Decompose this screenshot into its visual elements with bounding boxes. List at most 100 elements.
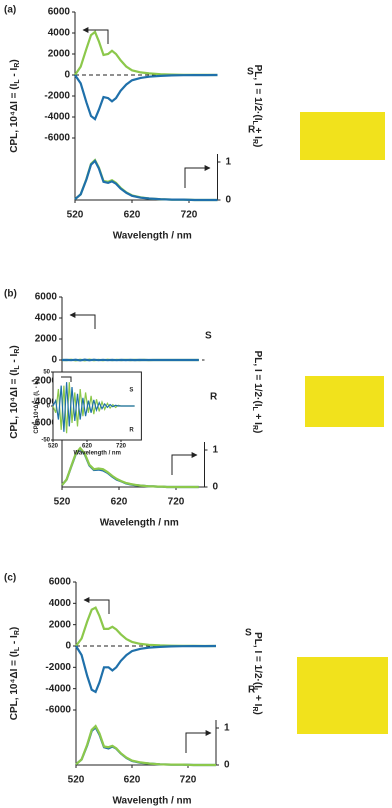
y-tick-label: -6000 bbox=[45, 705, 71, 716]
y-tick-label: 0 bbox=[64, 70, 70, 81]
label-part: R bbox=[14, 630, 21, 635]
panel-label: (b) bbox=[4, 289, 17, 300]
label-part: L bbox=[14, 646, 21, 651]
sample-swatch bbox=[297, 657, 388, 734]
cpl-line bbox=[61, 358, 199, 362]
y-tick-label: 2000 bbox=[48, 49, 71, 60]
cpl-line bbox=[74, 30, 218, 77]
x-tick-label: 620 bbox=[111, 497, 128, 508]
x-tick-label: 520 bbox=[68, 775, 85, 786]
label-part: L bbox=[251, 120, 258, 125]
y-axis-label: CPL, 10⁴ΔI = (IL - IR) bbox=[9, 627, 22, 720]
sample-swatch bbox=[305, 376, 384, 427]
y-tick-label: -4000 bbox=[31, 397, 57, 408]
inset-x-tick-label: 720 bbox=[116, 444, 127, 450]
y-tick-label: -4000 bbox=[44, 112, 70, 123]
arrow bbox=[82, 27, 109, 44]
label-part: + I bbox=[252, 692, 263, 706]
label-part: L bbox=[36, 389, 40, 392]
y-tick-label: -4000 bbox=[45, 683, 71, 694]
x-axis-label: Wavelength / nm bbox=[113, 231, 192, 242]
label-part: CPL, 10⁴ΔI = (I bbox=[9, 369, 20, 438]
label-part: L bbox=[14, 79, 21, 84]
label-part: ) bbox=[34, 378, 40, 380]
label-part: ) bbox=[9, 627, 20, 630]
inset-y-tick-label: 0 bbox=[47, 404, 51, 410]
cpl-line bbox=[75, 644, 217, 694]
arrow bbox=[69, 312, 96, 329]
y-tick-label: 6000 bbox=[48, 7, 71, 18]
series-label: S bbox=[247, 67, 254, 78]
inset-x-tick-label: 620 bbox=[82, 444, 93, 450]
inset-y-tick-label: -50 bbox=[41, 438, 50, 444]
x-tick-label: 720 bbox=[168, 497, 185, 508]
y-tick-label: 4000 bbox=[35, 313, 58, 324]
series-label: R bbox=[248, 685, 256, 696]
x-axis-label: Wavelength / nm bbox=[112, 796, 191, 807]
x-tick-label: 520 bbox=[54, 497, 71, 508]
inset-x-tick-label: 520 bbox=[48, 444, 59, 450]
y2-axis-label: PL, I = 1/2·(IL + IR) bbox=[251, 351, 264, 434]
y-tick-label: -2000 bbox=[44, 91, 70, 102]
y2-tick-label: 0 bbox=[224, 760, 230, 771]
label-part: + I bbox=[252, 125, 263, 139]
label-part: L bbox=[14, 365, 21, 370]
label-part: L bbox=[251, 688, 258, 693]
y-tick-label: 6000 bbox=[35, 292, 58, 303]
label-part: CPL, 10⁴ΔI = (I bbox=[9, 651, 20, 720]
inset-y-tick-label: 50 bbox=[43, 370, 50, 376]
series-label: R bbox=[248, 125, 256, 136]
label-part: R bbox=[251, 425, 258, 430]
x-tick-label: 620 bbox=[124, 210, 141, 221]
y-tick-label: 4000 bbox=[49, 598, 72, 609]
pl-line bbox=[74, 159, 218, 202]
y2-tick-label: 1 bbox=[213, 445, 219, 456]
panel-label: (a) bbox=[4, 5, 16, 16]
label-part: - I bbox=[34, 383, 40, 390]
label-part: - I bbox=[9, 67, 20, 79]
y2-tick-label: 1 bbox=[224, 723, 230, 734]
y2-tick-label: 1 bbox=[226, 157, 232, 168]
label-part: ) bbox=[9, 59, 20, 62]
inset-x-label: Wavelength / nm bbox=[73, 451, 120, 457]
inset-line bbox=[52, 382, 135, 432]
y-tick-label: 0 bbox=[51, 355, 57, 366]
y-tick-label: -6000 bbox=[44, 133, 70, 144]
label-part: R bbox=[14, 63, 21, 68]
x-axis-label: Wavelength / nm bbox=[100, 518, 179, 529]
y-tick-label: -2000 bbox=[31, 376, 57, 387]
label-part: PL, I = 1/2·(I bbox=[252, 65, 263, 121]
y-tick-label: 6000 bbox=[49, 577, 72, 588]
y2-tick-label: 0 bbox=[226, 195, 232, 206]
pl-line bbox=[61, 446, 199, 489]
arrow bbox=[171, 452, 198, 475]
inset-y-label: CPL, 10⁴ΔI = (IL - IR) bbox=[34, 378, 40, 433]
label-part: R bbox=[251, 706, 258, 711]
label-part: R bbox=[251, 139, 258, 144]
label-part: ) bbox=[252, 144, 263, 147]
label-part: CPL, 10⁴ΔI = (I bbox=[9, 83, 20, 152]
cpl-line bbox=[74, 73, 218, 121]
series-label: R bbox=[210, 392, 218, 403]
label-part: R bbox=[36, 380, 40, 383]
label-part: CPL, 10⁴ΔI = (I bbox=[34, 392, 40, 434]
y2-axis-label: PL, I = 1/2·(IL + IR) bbox=[251, 65, 264, 148]
inset-arrow bbox=[61, 376, 72, 382]
label-part: L bbox=[251, 406, 258, 411]
x-tick-label: 720 bbox=[180, 775, 197, 786]
y-tick-label: 4000 bbox=[48, 28, 71, 39]
series-label: S bbox=[205, 331, 212, 342]
y-axis-label: CPL, 10⁴ΔI = (IL - IR) bbox=[9, 345, 22, 438]
y-tick-label: 2000 bbox=[49, 619, 72, 630]
y-tick-label: 2000 bbox=[35, 334, 58, 345]
x-tick-label: 720 bbox=[181, 210, 198, 221]
label-part: PL, I = 1/2·(I bbox=[252, 632, 263, 688]
pl-line bbox=[74, 158, 218, 202]
inset-series-label: R bbox=[129, 428, 134, 434]
x-tick-label: 520 bbox=[67, 210, 84, 221]
cpl-line bbox=[75, 606, 216, 648]
label-part: PL, I = 1/2·(I bbox=[252, 351, 263, 407]
pl-line bbox=[75, 724, 216, 767]
label-part: ) bbox=[252, 712, 263, 715]
